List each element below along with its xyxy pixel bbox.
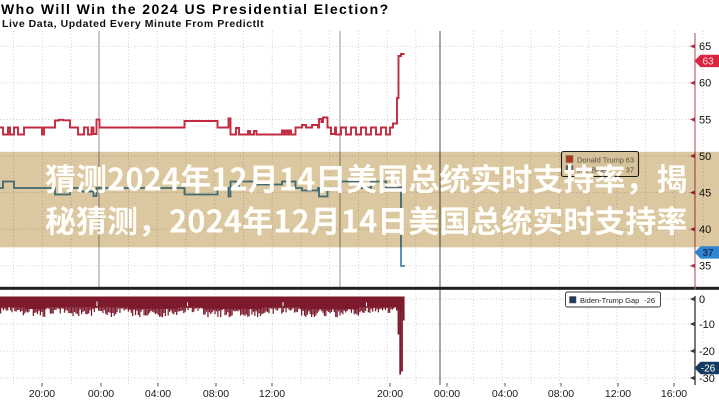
svg-text:08:00: 08:00 [548, 388, 574, 400]
svg-text:37: 37 [702, 248, 714, 259]
svg-text:20:00: 20:00 [29, 388, 55, 400]
svg-text:16:00: 16:00 [661, 388, 687, 400]
svg-text:55: 55 [699, 114, 711, 126]
svg-text:04:00: 04:00 [145, 388, 171, 400]
svg-text:0: 0 [699, 294, 705, 306]
svg-text:04:00: 04:00 [492, 388, 518, 400]
svg-text:35: 35 [699, 261, 711, 273]
svg-text:Biden-Trump Gap: Biden-Trump Gap [580, 296, 639, 305]
svg-text:63: 63 [702, 57, 714, 68]
svg-text:08:00: 08:00 [203, 388, 229, 400]
svg-text:-30: -30 [699, 373, 715, 385]
svg-text:12:00: 12:00 [259, 388, 285, 400]
svg-text:20:00: 20:00 [377, 388, 403, 400]
svg-text:-20: -20 [699, 346, 715, 358]
svg-text:00:00: 00:00 [434, 388, 460, 400]
svg-text:60: 60 [699, 78, 711, 90]
svg-text:65: 65 [699, 41, 711, 53]
svg-text:12:00: 12:00 [605, 388, 631, 400]
svg-text:-26: -26 [701, 364, 716, 375]
svg-text:00:00: 00:00 [88, 388, 114, 400]
svg-text:-10: -10 [699, 319, 715, 331]
svg-text:-26: -26 [644, 296, 655, 305]
